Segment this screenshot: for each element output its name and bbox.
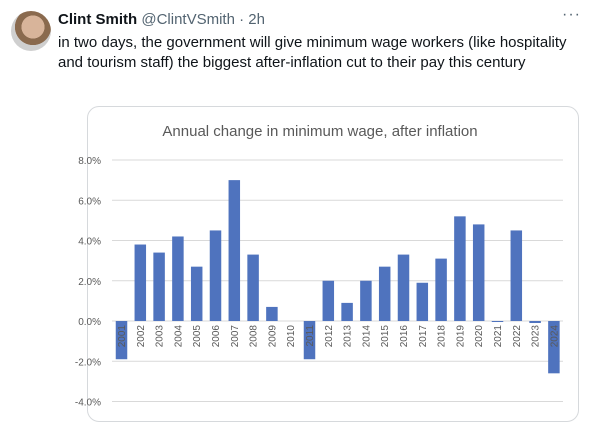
bar-2014: [360, 280, 372, 321]
bar-2001: [115, 321, 128, 360]
tweet-header: Clint Smith @ClintVSmith · 2h: [58, 11, 265, 28]
y-tick-label: -2.0%: [75, 357, 101, 368]
more-horizontal-icon[interactable]: ···: [562, 6, 581, 23]
bar-2017: [416, 282, 429, 321]
avatar[interactable]: [11, 11, 51, 51]
y-tick-label: 2.0%: [78, 277, 101, 288]
x-tick-label: 2023: [531, 325, 542, 348]
x-tick-label: 2001: [117, 325, 128, 348]
bar-2019: [454, 216, 466, 321]
bar-2009: [266, 306, 278, 321]
bar-2022: [510, 230, 523, 321]
x-tick-label: 2011: [305, 325, 316, 347]
tweet-text: in two days, the government will give mi…: [58, 34, 567, 71]
bar-2016: [397, 254, 410, 321]
bar-2008: [247, 254, 259, 321]
x-tick-label: 2024: [549, 325, 560, 348]
y-tick-label: 4.0%: [78, 237, 101, 248]
x-tick-label: 2014: [361, 325, 372, 348]
x-tick-label: 2022: [512, 325, 523, 348]
bar-2018: [435, 258, 447, 321]
x-tick-label: 2005: [192, 325, 203, 348]
bar-2024: [548, 321, 560, 374]
bar-2002: [134, 244, 147, 321]
chart-title: Annual change in minimum wage, after inf…: [162, 123, 477, 140]
y-tick-label: 0.0%: [78, 317, 101, 328]
bar-2012: [322, 280, 335, 321]
x-tick-label: 2019: [455, 325, 466, 348]
bar-2003: [153, 252, 165, 321]
x-tick-label: 2009: [267, 325, 278, 348]
x-tick-label: 2006: [211, 325, 222, 348]
bar-2006: [209, 230, 222, 321]
bar-2005: [190, 266, 203, 321]
chart-image[interactable]: [87, 106, 579, 422]
x-tick-label: 2020: [474, 325, 485, 348]
bar-2020: [472, 224, 485, 321]
bar-2007: [228, 180, 241, 321]
author-name[interactable]: Clint Smith: [58, 11, 138, 28]
y-tick-label: 8.0%: [78, 156, 101, 167]
x-tick-label: 2013: [343, 325, 354, 348]
x-tick-label: 2004: [173, 325, 184, 348]
x-tick-label: 2008: [249, 325, 260, 348]
x-tick-label: 2021: [493, 325, 504, 348]
x-tick-label: 2007: [230, 325, 241, 348]
x-tick-label: 2012: [324, 325, 335, 348]
x-tick-label: 2015: [380, 325, 391, 348]
bar-2004: [172, 236, 184, 321]
x-tick-label: 2017: [418, 325, 429, 348]
bar-2015: [378, 266, 391, 321]
bar-2013: [341, 302, 353, 321]
bar-2021: [491, 321, 504, 323]
timestamp[interactable]: · 2h: [239, 11, 265, 28]
bar-2023: [529, 321, 541, 324]
x-tick-label: 2016: [399, 325, 410, 348]
bar-2011: [303, 321, 316, 360]
y-tick-label: 6.0%: [78, 196, 101, 207]
x-tick-label: 2003: [155, 325, 166, 348]
x-tick-label: 2002: [136, 325, 147, 348]
x-tick-label: 2010: [286, 325, 297, 348]
x-tick-label: 2018: [437, 325, 448, 348]
y-tick-label: -4.0%: [75, 398, 101, 409]
author-handle[interactable]: @ClintVSmith: [141, 11, 235, 28]
